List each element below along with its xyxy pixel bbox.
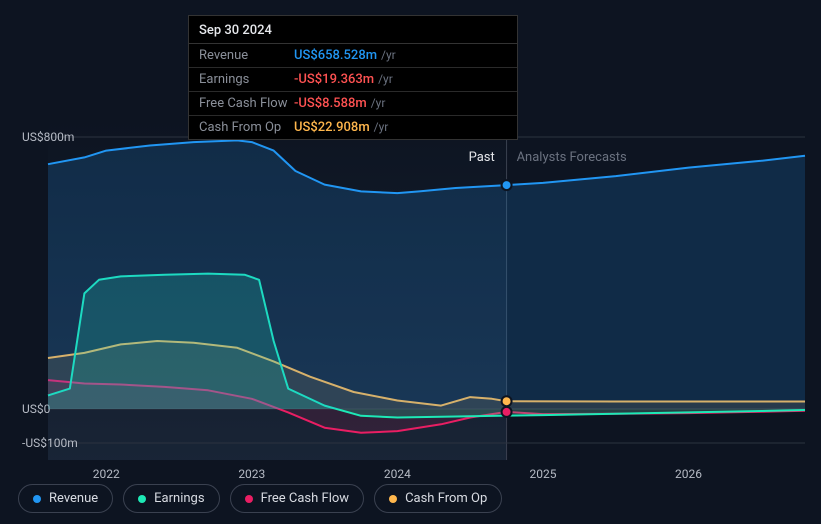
legend: Revenue Earnings Free Cash Flow Cash From O… — [18, 484, 502, 513]
legend-item-fcf[interactable]: Free Cash Flow — [230, 484, 364, 513]
legend-label: Cash From Op — [405, 491, 487, 506]
section-label-past: Past — [469, 150, 495, 165]
legend-dot — [389, 495, 397, 503]
tooltip-row-value: US$658.528m — [294, 48, 377, 63]
tooltip-row-suffix: /yr — [374, 120, 389, 134]
svg-text:-US$100m: -US$100m — [22, 436, 78, 450]
section-label-forecasts: Analysts Forecasts — [517, 150, 627, 165]
legend-dot — [245, 495, 253, 503]
legend-item-cfo[interactable]: Cash From Op — [374, 484, 502, 513]
tooltip: Sep 30 2024 RevenueUS$658.528m/yrEarning… — [188, 15, 518, 140]
tooltip-row-suffix: /yr — [381, 48, 396, 62]
legend-item-earnings[interactable]: Earnings — [123, 484, 219, 513]
svg-text:2024: 2024 — [384, 467, 411, 481]
tooltip-title: Sep 30 2024 — [189, 16, 517, 44]
tooltip-row: RevenueUS$658.528m/yr — [189, 44, 517, 68]
tooltip-row-label: Free Cash Flow — [199, 96, 294, 111]
svg-text:2026: 2026 — [675, 467, 702, 481]
legend-label: Earnings — [154, 491, 204, 506]
legend-dot — [138, 495, 146, 503]
legend-label: Revenue — [49, 491, 98, 506]
tooltip-row-value: -US$19.363m — [294, 72, 374, 87]
legend-item-revenue[interactable]: Revenue — [18, 484, 113, 513]
tooltip-row: Cash From OpUS$22.908m/yr — [189, 116, 517, 139]
legend-label: Free Cash Flow — [261, 491, 349, 506]
svg-text:2022: 2022 — [93, 467, 120, 481]
svg-text:US$800m: US$800m — [22, 130, 74, 144]
tooltip-row: Free Cash Flow-US$8.588m/yr — [189, 92, 517, 116]
tooltip-row-label: Earnings — [199, 72, 294, 87]
svg-text:2023: 2023 — [238, 467, 265, 481]
tooltip-row-suffix: /yr — [378, 72, 393, 86]
svg-text:2025: 2025 — [529, 467, 556, 481]
tooltip-row-label: Cash From Op — [199, 120, 294, 135]
legend-dot — [33, 495, 41, 503]
tooltip-row: Earnings-US$19.363m/yr — [189, 68, 517, 92]
tooltip-row-suffix: /yr — [371, 96, 386, 110]
svg-text:US$0: US$0 — [22, 402, 51, 416]
chart-container: -US$100mUS$0US$800m20222023202420252026 … — [0, 0, 821, 524]
tooltip-row-value: US$22.908m — [294, 120, 370, 135]
tooltip-row-value: -US$8.588m — [294, 96, 367, 111]
tooltip-row-label: Revenue — [199, 48, 294, 63]
